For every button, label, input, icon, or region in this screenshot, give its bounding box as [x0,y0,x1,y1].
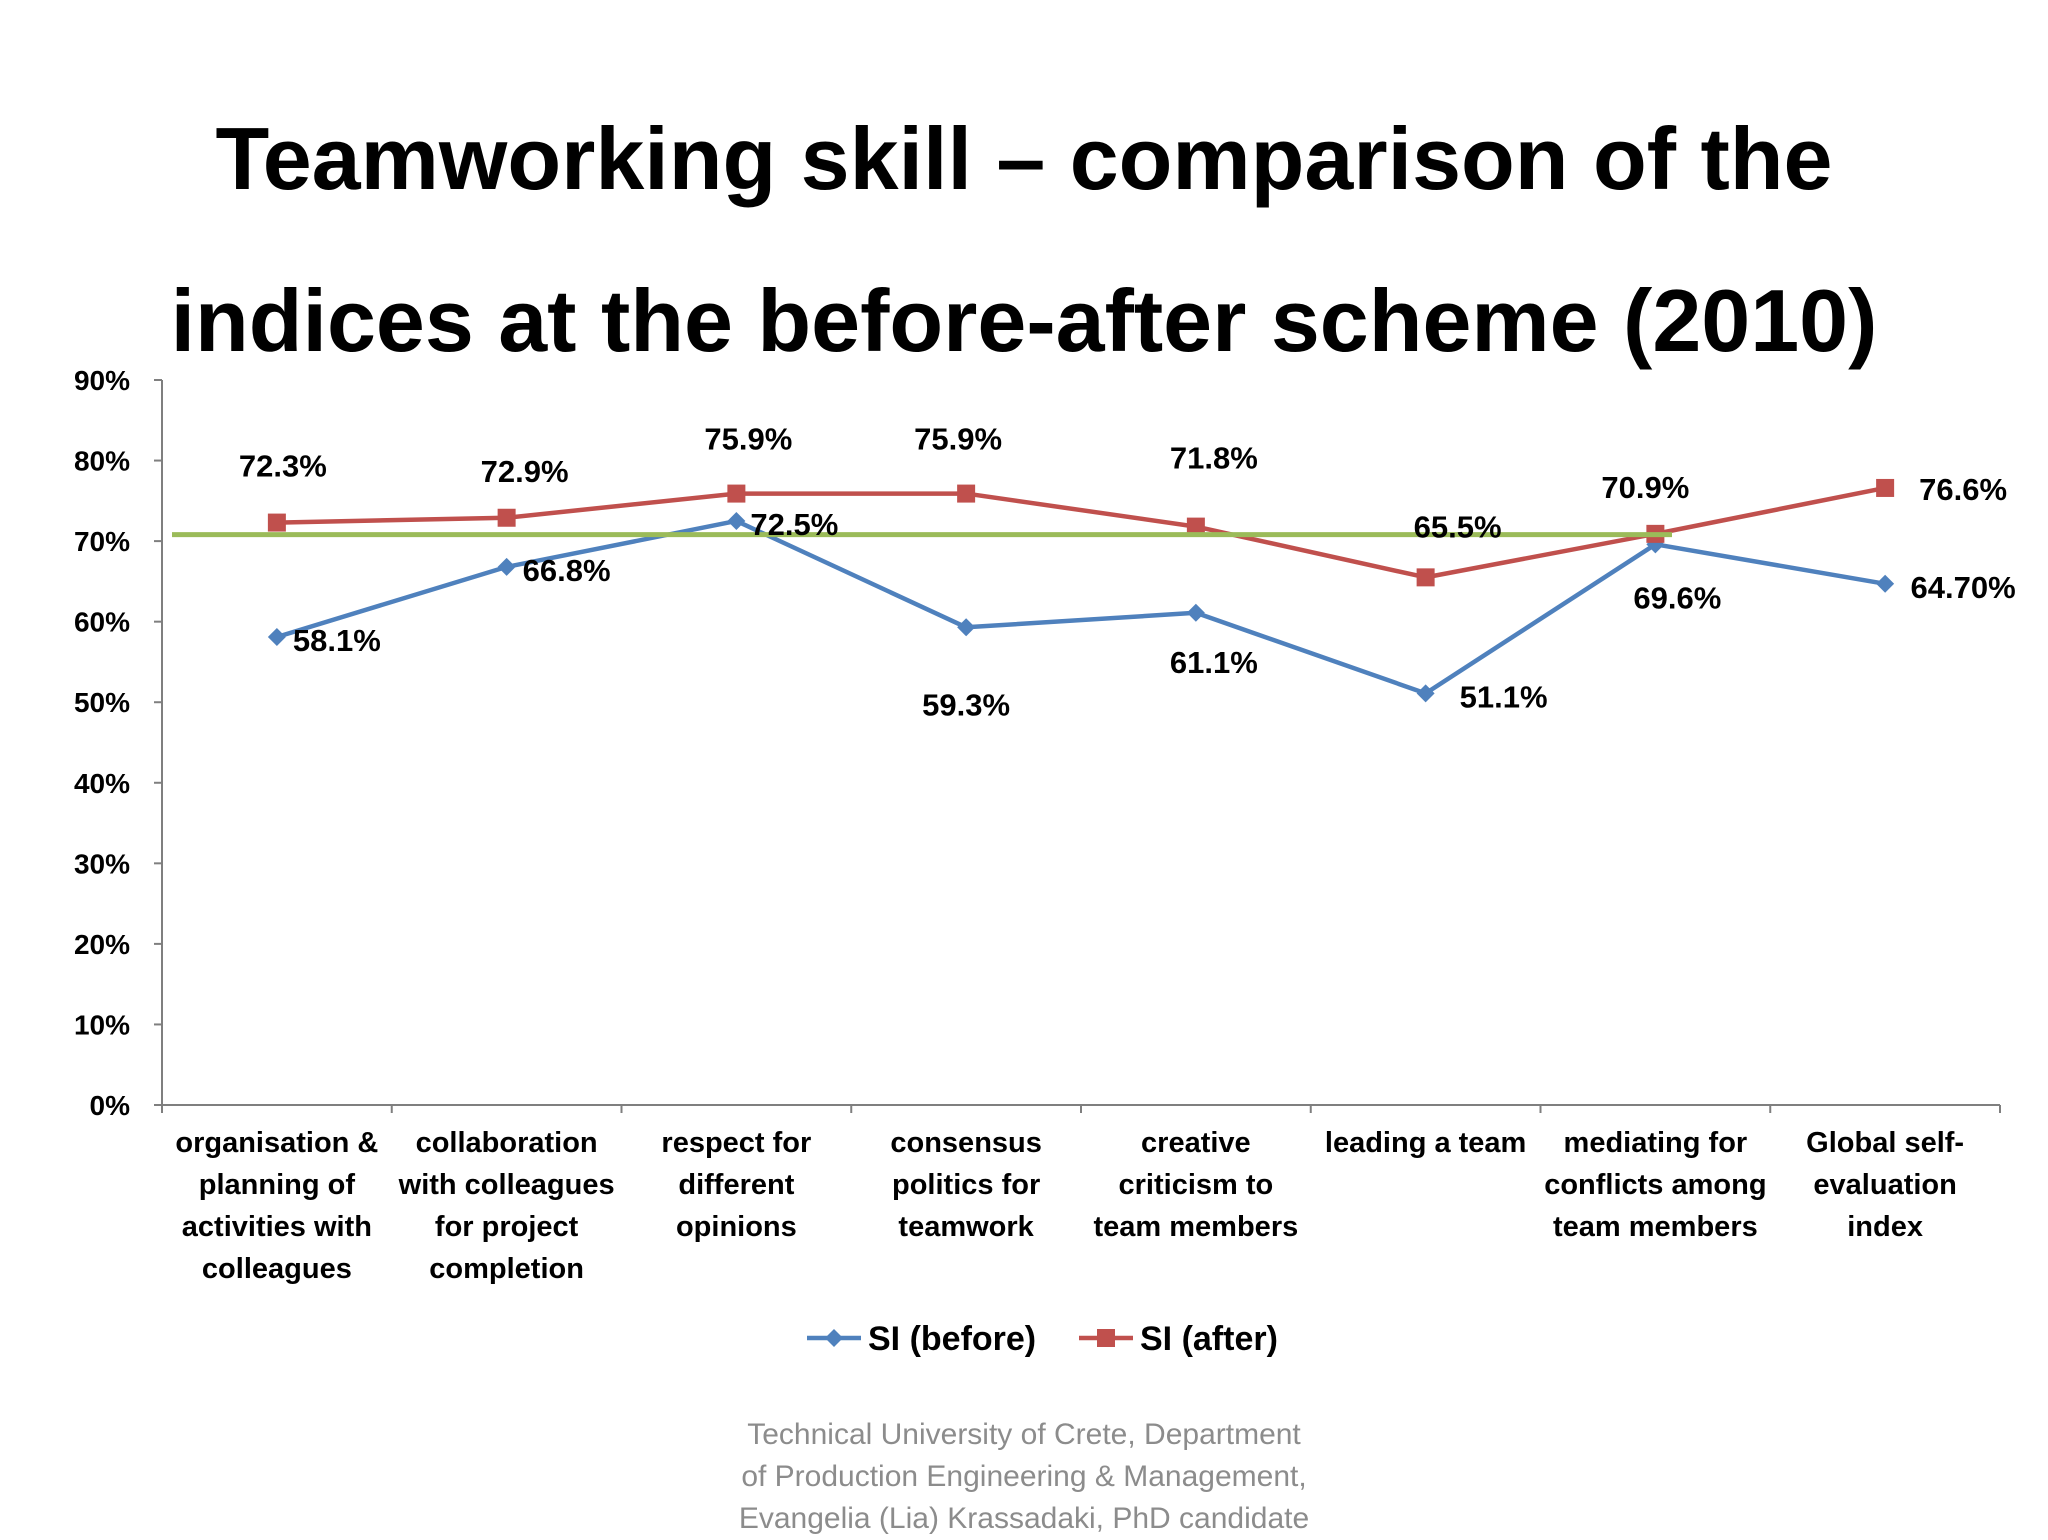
series-line-before [276,518,1886,696]
data-label-after: 75.9% [914,422,1002,457]
marker-square [497,508,516,527]
marker-diamond [267,627,286,646]
x-category-label-line: colleagues [202,1253,352,1285]
x-category-label: collaboration with colleagues for project c… [398,1127,615,1285]
slide-title: Teamworking skill – comparison of the in… [0,78,2048,402]
x-category-label-line: consensus [890,1127,1042,1159]
y-tick-label: 90% [74,365,130,396]
x-category-label-line: for project [435,1211,579,1243]
title-line-2: indices at the before-after scheme (2010… [170,271,1878,370]
data-label-after: 72.3% [239,449,327,484]
y-tick-label: 70% [74,526,130,557]
y-tick-label: 40% [74,768,130,799]
footer-line-1: Technical University of Crete, Departmen… [747,1418,1301,1451]
x-category-label: consensus politics for teamwork [890,1127,1042,1243]
x-category-label-line: with colleagues [398,1169,615,1201]
marker-diamond [1876,574,1895,593]
marker-diamond [1416,684,1435,703]
x-category-label-line: team members [1094,1211,1299,1243]
x-category-label-line: organisation & [175,1127,378,1159]
y-tick-label: 0% [90,1090,131,1121]
x-category-label: leading a team [1325,1127,1526,1159]
x-category-label: creative criticism to team members [1094,1127,1299,1243]
x-category-label-line: opinions [676,1211,797,1243]
x-axis: organisation & planning of activities with… [161,1104,2001,1285]
data-label-after: 71.8% [1170,441,1258,476]
x-category-label: mediating for conflicts among team members [1544,1127,1766,1243]
marker-square [267,513,286,532]
legend-marker-square [1097,1329,1115,1347]
marker-diamond [727,511,746,530]
legend-marker-diamond [825,1329,843,1347]
x-category-label-line: completion [429,1253,584,1285]
y-tick-label: 10% [74,1009,130,1040]
x-category-label-line: collaboration [416,1127,598,1159]
data-label-before: 64.70% [1911,570,2016,605]
slide-footer: Technical University of Crete, Departmen… [0,1414,2048,1540]
marker-square [1416,568,1435,587]
data-label-after: 76.6% [1919,472,2007,507]
x-category-label-line: index [1847,1211,1923,1243]
x-category-label-line: respect for [661,1127,811,1159]
x-category-label-line: politics for [892,1169,1040,1201]
x-category-label-line: activities with [182,1211,372,1243]
y-tick-label: 60% [74,607,130,638]
marker-square [727,484,746,503]
x-category-label-line: different [678,1169,794,1201]
x-category-label-line: Global self- [1806,1127,1964,1159]
y-tick-label: 80% [74,446,130,477]
marker-square [957,484,976,503]
x-category-label-line: mediating for [1564,1127,1748,1159]
data-label-before: 69.6% [1633,580,1721,615]
data-label-before: 51.1% [1460,679,1548,714]
data-label-before: 72.5% [750,507,838,542]
series-group [267,478,1895,703]
x-category-label-line: creative [1141,1127,1251,1159]
data-label-before: 59.3% [922,687,1010,722]
x-category-label-line: criticism to [1119,1169,1274,1201]
marker-diamond [1186,603,1205,622]
marker-diamond [957,618,976,637]
data-label-after: 75.9% [704,422,792,457]
legend-label: SI (before) [868,1320,1036,1358]
x-category-label-line: evaluation [1813,1169,1956,1201]
x-category-label: Global self-evaluation index [1806,1127,1964,1243]
x-category-label-line: conflicts among [1544,1169,1766,1201]
x-category-label-line: planning of [199,1169,356,1201]
footer-line-3: Evangelia (Lia) Krassadaki, PhD candidat… [738,1502,1310,1535]
footer-line-2: of Production Engineering & Management, [741,1460,1307,1493]
x-category-label-line: team members [1553,1211,1758,1243]
series-line-after [276,485,1886,580]
data-label-after: 70.9% [1601,470,1689,505]
legend-label: SI (after) [1140,1320,1278,1358]
marker-diamond [497,557,516,576]
data-label-before: 58.1% [293,623,381,658]
data-label-before: 61.1% [1170,645,1258,680]
y-axis: 0% 10% 20% 30% 40% 50% 60% 70% 80% 90% [74,365,163,1121]
data-labels: 58.1% 66.8% 72.5% 59.3% 61.1% 51.1% 69.6% 64.70… [239,422,2016,723]
legend: SI (before) SI (after) [807,1320,1278,1358]
y-tick-label: 50% [74,687,130,718]
data-label-after: 65.5% [1414,509,1502,544]
marker-square [1876,478,1895,497]
data-label-before: 66.8% [523,553,611,588]
data-label-after: 72.9% [481,454,569,489]
marker-square [1186,517,1205,536]
title-line-1: Teamworking skill – comparison of the [215,109,1833,208]
y-tick-label: 20% [74,929,130,960]
x-category-label: respect for different opinions [661,1127,811,1243]
y-tick-label: 30% [74,848,130,879]
x-category-label-line: teamwork [898,1211,1034,1243]
x-category-label-line: leading a team [1325,1127,1526,1159]
x-category-label: organisation & planning of activities with… [175,1127,378,1285]
